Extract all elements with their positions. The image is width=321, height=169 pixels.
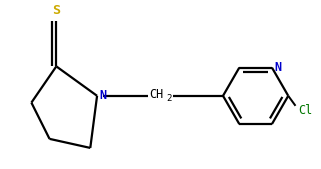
Text: N: N (275, 61, 282, 74)
Text: CH: CH (149, 88, 163, 101)
Text: N: N (99, 89, 106, 102)
Text: S: S (52, 4, 60, 17)
Text: 2: 2 (166, 94, 172, 103)
Text: Cl: Cl (298, 104, 312, 117)
